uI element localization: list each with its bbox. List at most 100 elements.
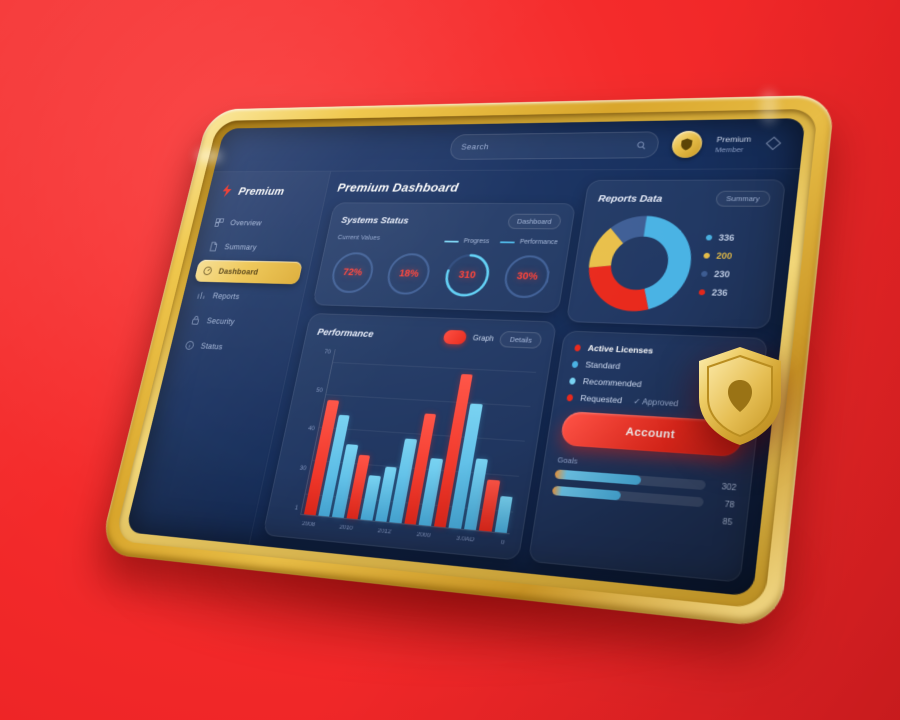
chart-x-axis: 2008 2010 2012 2000 3.0AD 0	[298, 515, 510, 547]
legend-label: Requested	[579, 392, 623, 406]
sidebar-item-security[interactable]: Security	[182, 309, 292, 336]
page-header: Premium Dashboard	[336, 180, 580, 194]
donut-legend-value: 236	[711, 287, 729, 298]
info-icon	[184, 340, 196, 351]
kpi-subtitle: Current Values	[336, 233, 381, 242]
sidebar-item-label: Status	[199, 341, 224, 352]
bar[interactable]	[479, 479, 501, 532]
bar-series	[300, 349, 539, 535]
gauge-value: 72%	[341, 267, 364, 279]
chart-filter-secondary[interactable]: Details	[498, 331, 543, 349]
reports-donut-card: Reports Data Summary	[566, 179, 787, 329]
donut-legend-item[interactable]: 200	[703, 250, 764, 261]
kpi-card-title: Systems Status	[340, 214, 410, 226]
gauge-load[interactable]: 18%	[381, 250, 436, 297]
page-title: Premium Dashboard	[336, 180, 460, 195]
x-tick: 2010	[338, 523, 354, 532]
bar[interactable]	[374, 466, 397, 522]
sidebar-item-status[interactable]: Status	[176, 334, 286, 362]
donut-legend-value: 230	[713, 268, 731, 279]
sidebar-item-label: Overview	[229, 218, 263, 228]
x-tick: 2012	[376, 527, 392, 536]
gauge-value: 310	[457, 269, 477, 281]
bar[interactable]	[331, 444, 358, 518]
tablet-gold-frame: Search Premium Member	[98, 94, 836, 629]
chart-plot: 2008 2010 2012 2000 3.0AD 0	[298, 349, 539, 547]
avatar[interactable]	[670, 130, 704, 159]
donut-card-header: Reports Data Summary	[597, 190, 772, 207]
user-name: Premium	[716, 134, 752, 144]
bar[interactable]	[433, 374, 473, 528]
legend-label: Active Licenses	[587, 343, 654, 356]
chart-filter-label[interactable]: Graph	[472, 333, 495, 343]
gauge-value: 18%	[398, 268, 420, 280]
progress-value: 302	[721, 481, 738, 493]
donut-legend-value: 200	[715, 250, 733, 261]
sidebar-item-label: Summary	[223, 242, 258, 252]
sidebar-item-reports[interactable]: Reports	[188, 284, 297, 310]
y-tick: 1	[293, 504, 299, 512]
y-tick: 30	[299, 464, 307, 472]
x-tick: 2000	[415, 530, 432, 540]
bar[interactable]	[418, 457, 444, 526]
diamond-icon[interactable]	[764, 136, 782, 151]
x-tick: 2008	[301, 520, 316, 529]
progress-row-extra: 85	[549, 502, 733, 528]
search-input[interactable]: Search	[448, 131, 661, 160]
sidebar-item-dashboard[interactable]: Dashboard	[193, 259, 303, 285]
logo-text: Premium	[237, 184, 286, 197]
progress-track[interactable]	[552, 485, 705, 508]
y-tick: 70	[323, 348, 332, 356]
progress-fill	[552, 485, 622, 501]
legend-label: Standard	[584, 359, 621, 371]
search-placeholder: Search	[460, 142, 490, 152]
sidebar-item-overview[interactable]: Overview	[206, 212, 314, 235]
donut-card-title: Reports Data	[597, 192, 664, 205]
donut-action-button[interactable]: Summary	[715, 190, 772, 207]
gauge-uptime[interactable]: 72%	[325, 249, 379, 296]
donut-row: 336 200 23	[581, 214, 768, 316]
gauge-alerts[interactable]: 30%	[499, 252, 556, 301]
user-info[interactable]: Premium Member	[715, 134, 752, 154]
gauge-throughput[interactable]: 310	[439, 251, 495, 299]
lock-icon	[190, 315, 202, 326]
legend-status: ✓ Approved	[632, 396, 679, 408]
y-tick: 40	[307, 425, 316, 433]
chart-icon	[196, 290, 208, 301]
performance-chart-card: Performance Graph Details	[262, 312, 558, 561]
bar[interactable]	[360, 475, 381, 521]
sidebar-item-label: Reports	[211, 291, 241, 301]
chart-title: Performance	[316, 326, 375, 340]
kpi-legend-item: Progress	[444, 238, 490, 245]
kpi-legend-label: Progress	[463, 238, 490, 245]
progress-fill	[554, 469, 642, 486]
kpi-card-header: Systems Status Dashboard	[340, 213, 563, 230]
kpi-card: Systems Status Dashboard Current Values	[312, 202, 577, 314]
progress-row: 302	[554, 469, 738, 493]
legend-label: Recommended	[582, 376, 643, 390]
donut-legend-value: 336	[718, 232, 735, 243]
donut-legend-item[interactable]: 236	[698, 287, 760, 298]
kpi-action-button[interactable]: Dashboard	[506, 213, 563, 230]
bar[interactable]	[463, 458, 489, 531]
bar[interactable]	[448, 403, 483, 529]
shield-avatar-icon	[680, 138, 694, 151]
gauge-value: 30%	[515, 270, 539, 283]
donut-legend-item[interactable]: 230	[701, 269, 762, 280]
sidebar-item-summary[interactable]: Summary	[200, 236, 309, 260]
chart-filter-active[interactable]	[442, 329, 468, 345]
bar[interactable]	[494, 495, 514, 534]
bar[interactable]	[346, 454, 371, 520]
logo[interactable]: Premium	[212, 182, 321, 210]
sidebar-item-label: Security	[205, 316, 236, 327]
progress-row: 78	[552, 485, 735, 510]
tablet-device: Search Premium Member	[98, 94, 836, 629]
donut-legend-item[interactable]: 336	[706, 232, 766, 242]
progress-track[interactable]	[554, 469, 707, 491]
kpi-legend: Progress Performance	[444, 238, 558, 246]
donut-chart[interactable]	[581, 214, 699, 314]
bar[interactable]	[404, 412, 437, 525]
bar[interactable]	[389, 438, 417, 524]
kpi-legend-label: Performance	[519, 238, 559, 246]
